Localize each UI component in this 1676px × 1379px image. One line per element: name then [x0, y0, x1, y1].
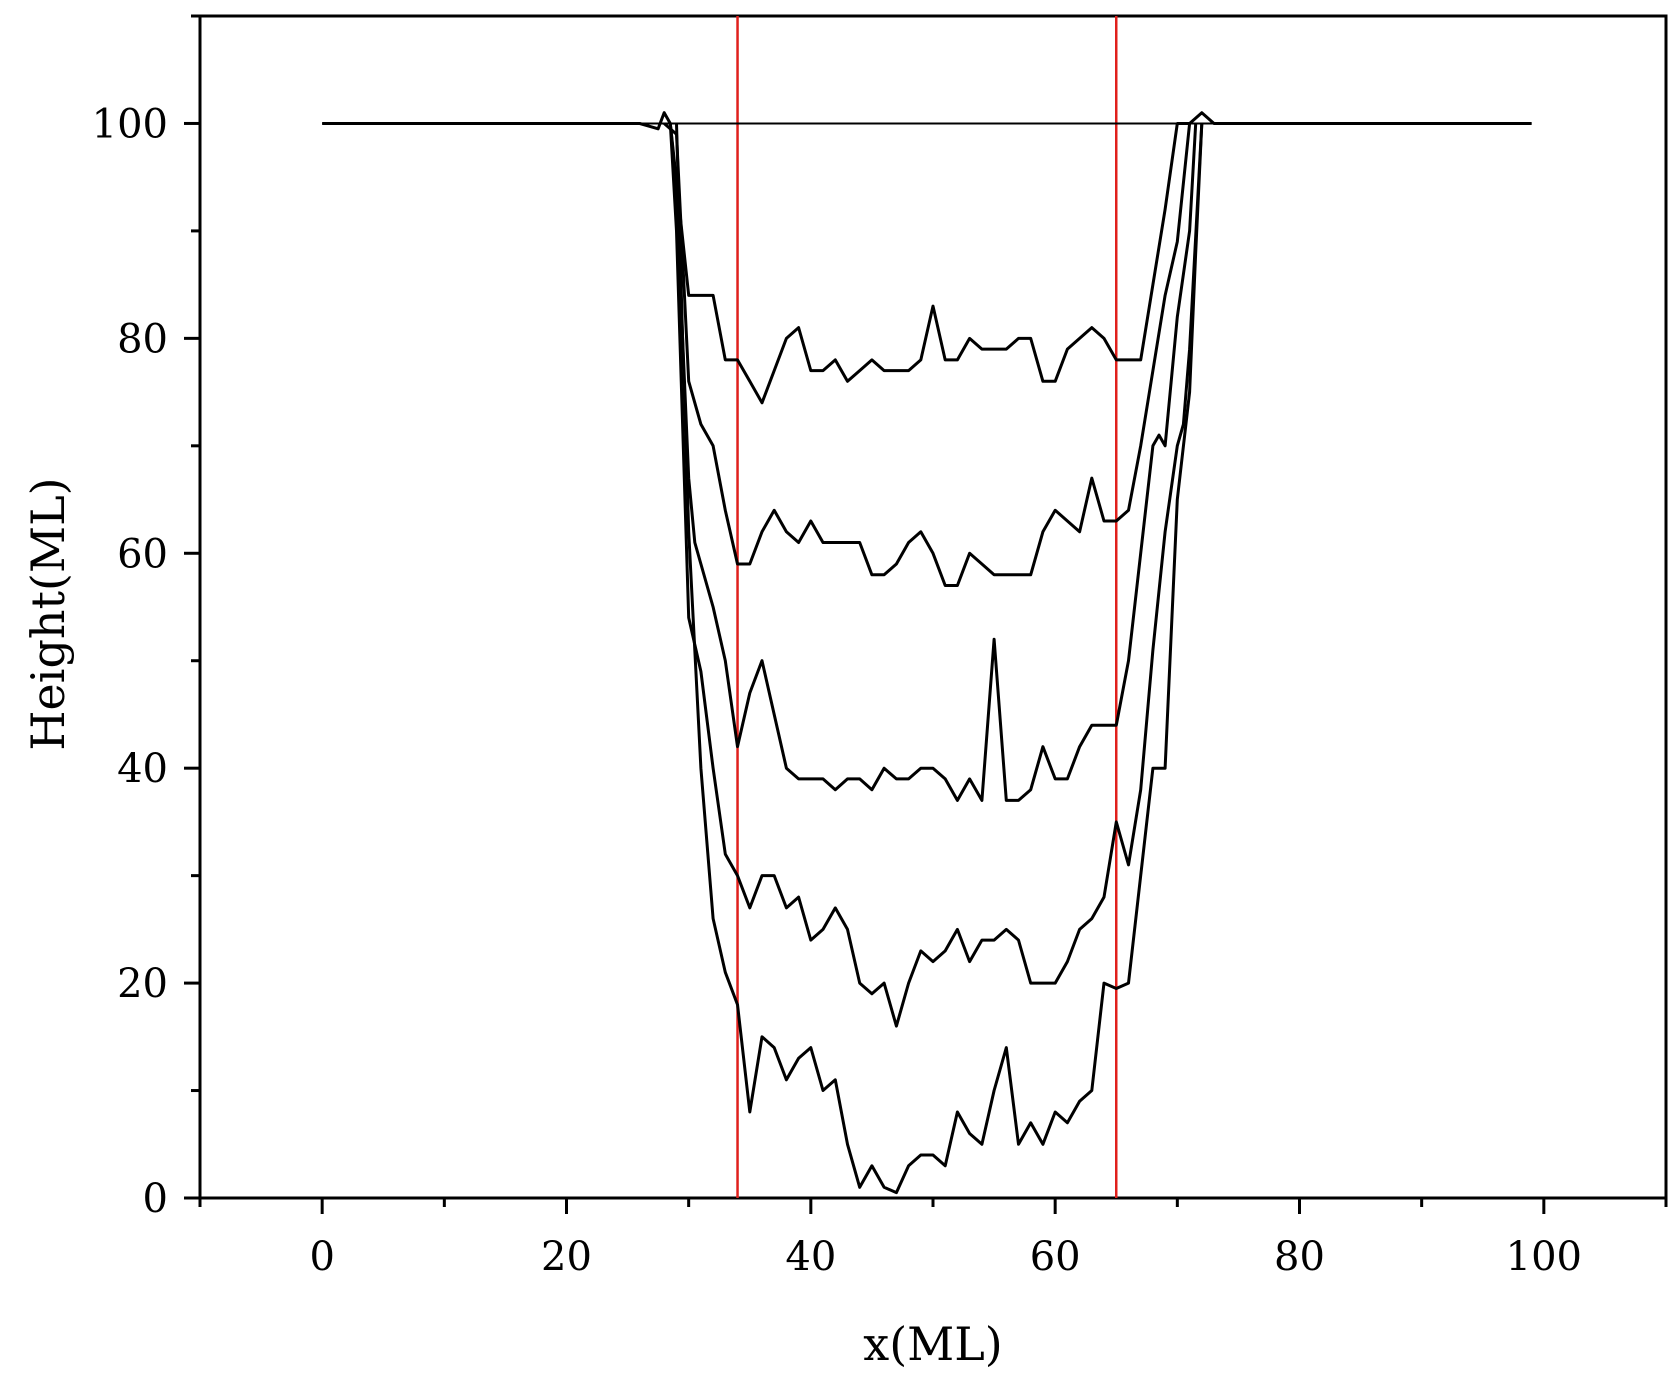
x-axis-title: x(ML) — [863, 1317, 1002, 1371]
profile-line-5 — [675, 123, 1204, 1195]
plot-frame — [198, 14, 1668, 1200]
y-tick-label: 100 — [92, 101, 168, 147]
profile-series — [322, 111, 1532, 1195]
x-tick-label: 80 — [1274, 1234, 1325, 1280]
y-tick-label: 40 — [117, 746, 168, 792]
profile-line-3 — [668, 123, 1198, 802]
marker-lines — [736, 16, 1118, 1198]
x-tick-label: 60 — [1030, 1234, 1081, 1280]
profile-line-1 — [322, 111, 1532, 405]
y-axis-title: Height(ML) — [21, 477, 75, 750]
x-tick-label: 0 — [309, 1234, 334, 1280]
y-tick-label: 0 — [143, 1176, 168, 1222]
x-tick-label: 40 — [785, 1234, 836, 1280]
y-tick-label: 60 — [117, 531, 168, 577]
y-tick-label: 80 — [117, 316, 168, 362]
y-tick-label: 20 — [117, 961, 168, 1007]
x-tick-label: 100 — [1506, 1234, 1582, 1280]
profile-line-4 — [668, 123, 1204, 1028]
y-axis-ticks: 0 20 40 60 80 100 — [92, 14, 200, 1222]
profile-line-2 — [663, 122, 1192, 587]
x-tick-label: 20 — [541, 1234, 592, 1280]
x-axis-ticks: 0 20 40 60 80 100 — [198, 1198, 1668, 1280]
